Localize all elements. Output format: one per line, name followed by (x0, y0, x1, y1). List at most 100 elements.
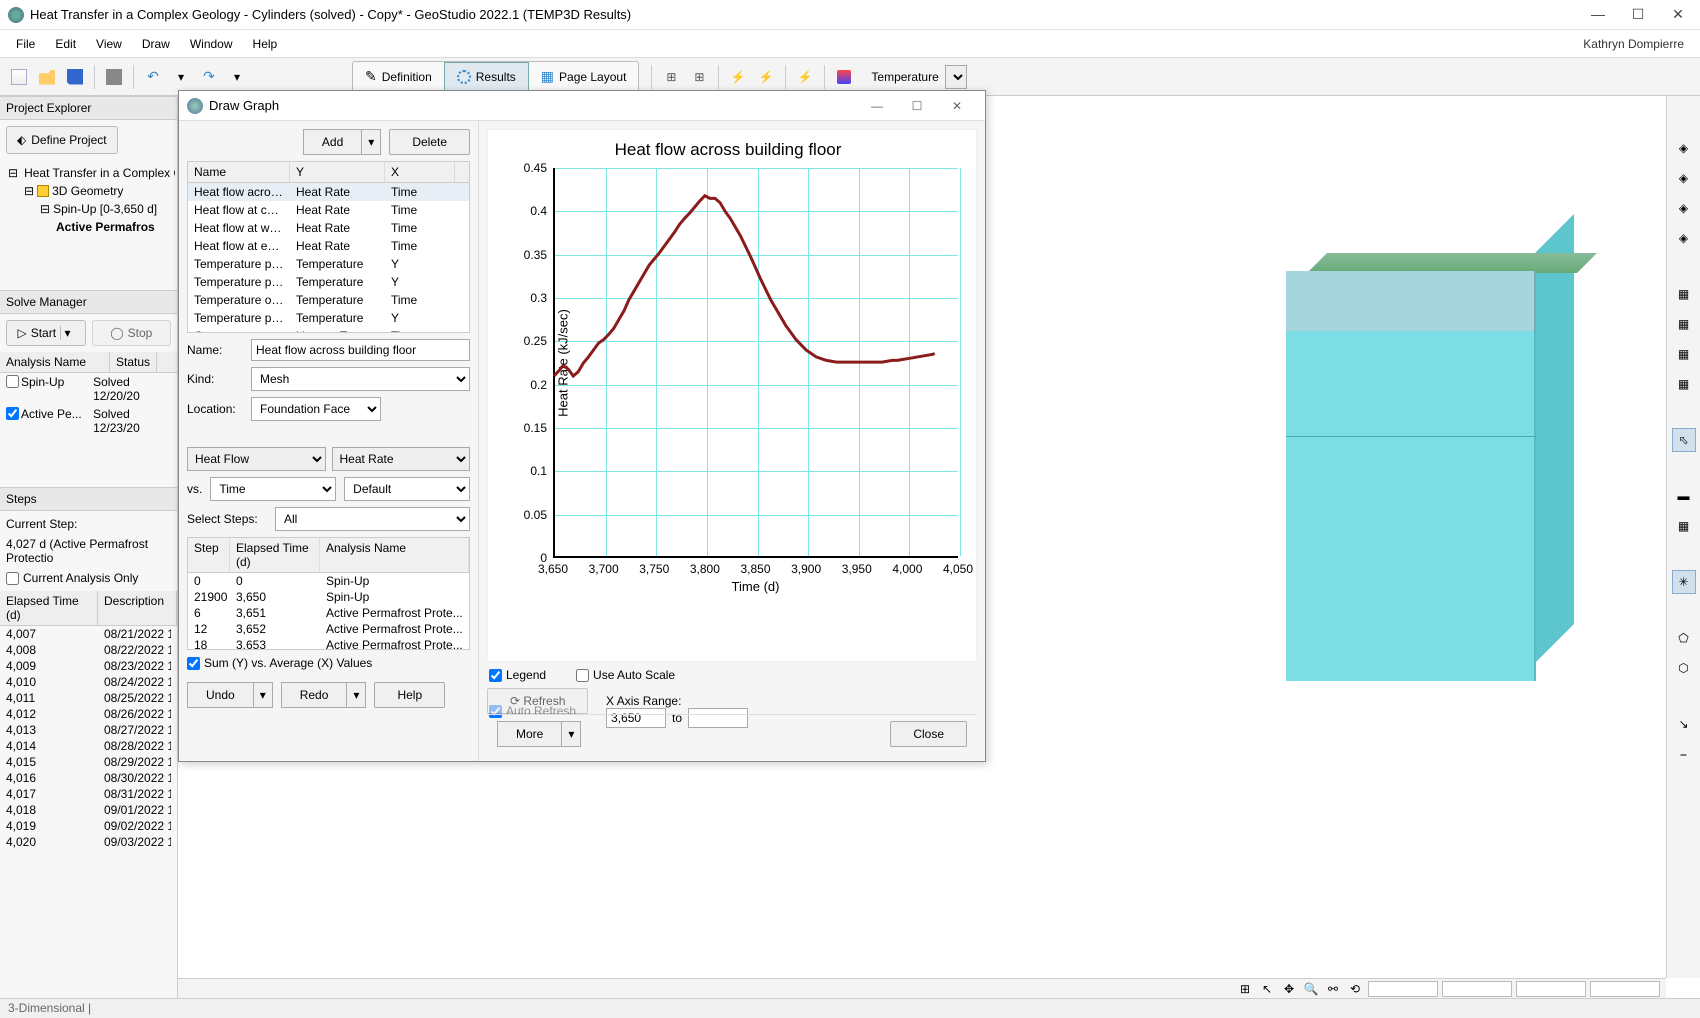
solve-button-1[interactable] (725, 64, 751, 90)
x-variable-select[interactable]: Time (210, 477, 336, 501)
link-icon[interactable]: ⚯ (1324, 981, 1342, 997)
step-row[interactable]: 4,01308/27/2022 12 (0, 722, 177, 738)
maximize-button[interactable]: ☐ (1628, 6, 1648, 23)
step-row[interactable]: 4,01608/30/2022 12 (0, 770, 177, 786)
misc-tool-1[interactable]: ↘ (1672, 712, 1696, 736)
help-button[interactable]: Help (374, 682, 445, 708)
step-table-row[interactable]: 219003,650Spin-Up (188, 589, 469, 605)
minimize-button[interactable]: — (1588, 6, 1608, 23)
tree-root[interactable]: ⊟ Heat Transfer in a Complex G (2, 164, 175, 182)
tree-spinup[interactable]: ⊟ Spin-Up [0-3,650 d] (2, 200, 175, 218)
dialog-close[interactable]: ✕ (937, 99, 977, 113)
menu-window[interactable]: Window (180, 33, 243, 55)
graph-row[interactable]: Heat flow at west ...Heat RateTime (188, 219, 469, 237)
snap-tool[interactable]: ✳ (1672, 570, 1696, 594)
name-input[interactable] (251, 339, 470, 361)
location-select[interactable]: Foundation Face (251, 397, 381, 421)
layer-tool-2[interactable]: ▦ (1672, 514, 1696, 538)
sum-avg-checkbox[interactable]: Sum (Y) vs. Average (X) Values (187, 656, 470, 670)
graph-row[interactable]: Heat flow at east t...Heat RateTime (188, 237, 469, 255)
therm-button[interactable] (831, 64, 857, 90)
view-tool-2[interactable]: ◈ (1672, 166, 1696, 190)
redo-dlg-button[interactable]: Redo▾ (281, 682, 367, 708)
analysis-row[interactable]: Spin-UpSolved 12/20/20 (0, 373, 177, 405)
more-button[interactable]: More▾ (497, 721, 581, 747)
misc-tool-2[interactable]: ⎯ (1672, 742, 1696, 766)
menu-edit[interactable]: Edit (45, 33, 86, 55)
move-icon[interactable]: ✥ (1280, 981, 1298, 997)
close-button[interactable]: ✕ (1668, 6, 1688, 23)
start-button[interactable]: ▷ Start▾ (6, 320, 86, 346)
dialog-maximize[interactable]: ☐ (897, 99, 937, 113)
open-button[interactable] (34, 64, 60, 90)
redo-dropdown[interactable]: ▾ (224, 64, 250, 90)
kind-select[interactable]: Mesh (251, 367, 470, 391)
tree-active[interactable]: Active Permafros (2, 218, 175, 236)
current-analysis-only-checkbox[interactable]: Current Analysis Only (0, 571, 177, 591)
mode-page-layout[interactable]: Page Layout (529, 62, 639, 91)
mode-definition[interactable]: Definition (353, 62, 444, 91)
redo-button[interactable] (196, 64, 222, 90)
menu-draw[interactable]: Draw (132, 33, 180, 55)
save-button[interactable] (62, 64, 88, 90)
graph-row[interactable]: Convergence (Eac...Unconv Temp ...Time (188, 327, 469, 333)
undo-dlg-button[interactable]: Undo▾ (187, 682, 273, 708)
cube-tool-4[interactable]: ▦ (1672, 372, 1696, 396)
reset-icon[interactable]: ⟲ (1346, 981, 1364, 997)
graph-row[interactable]: Temperature over...TemperatureTime (188, 291, 469, 309)
pointer-icon[interactable]: ↖ (1258, 981, 1276, 997)
step-row[interactable]: 4,01408/28/2022 12 (0, 738, 177, 754)
dialog-minimize[interactable]: — (857, 99, 897, 113)
graphs-table[interactable]: NameYX Heat flow across b...Heat RateTim… (187, 161, 470, 333)
step-row[interactable]: 4,01508/29/2022 12 (0, 754, 177, 770)
zoom-icon[interactable]: 🔍 (1302, 981, 1320, 997)
y-category-select[interactable]: Heat Flow (187, 447, 326, 471)
graph-row[interactable]: Temperature profi...TemperatureY (188, 273, 469, 291)
grid-button-1[interactable] (658, 64, 684, 90)
menu-help[interactable]: Help (243, 33, 288, 55)
legend-checkbox[interactable]: Legend (489, 668, 546, 682)
step-row[interactable]: 4,00908/23/2022 12 (0, 658, 177, 674)
grid-icon[interactable]: ⊞ (1236, 981, 1254, 997)
steps-table[interactable]: StepElapsed Time (d)Analysis Name 00Spin… (187, 537, 470, 650)
graph-row[interactable]: Heat flow across b...Heat RateTime (188, 183, 469, 201)
step-row[interactable]: 4,01708/31/2022 12 (0, 786, 177, 802)
shape-tool-2[interactable]: ⬡ (1672, 656, 1696, 680)
step-row[interactable]: 4,00708/21/2022 12 (0, 626, 177, 642)
mode-results[interactable]: Results (444, 62, 529, 91)
define-project-button[interactable]: ⬖ Define Project (6, 126, 118, 154)
grid-button-2[interactable] (686, 64, 712, 90)
select-steps[interactable]: All (275, 507, 470, 531)
add-button[interactable]: Add▾ (303, 129, 381, 155)
select-tool[interactable]: ⬁ (1672, 428, 1696, 452)
step-table-row[interactable]: 00Spin-Up (188, 573, 469, 589)
step-row[interactable]: 4,00808/22/2022 12 (0, 642, 177, 658)
default-select[interactable]: Default (344, 477, 470, 501)
menu-file[interactable]: File (6, 33, 45, 55)
step-row[interactable]: 4,01108/25/2022 12 (0, 690, 177, 706)
stop-button[interactable]: ◯ Stop (92, 320, 172, 346)
step-row[interactable]: 4,01008/24/2022 12 (0, 674, 177, 690)
delete-button[interactable]: Delete (389, 129, 470, 155)
tree-geometry[interactable]: ⊟ 3D Geometry (2, 182, 175, 200)
temp-dropdown[interactable] (945, 65, 967, 89)
cube-tool-3[interactable]: ▦ (1672, 342, 1696, 366)
undo-button[interactable] (140, 64, 166, 90)
y-variable-select[interactable]: Heat Rate (332, 447, 471, 471)
view-tool-1[interactable]: ◈ (1672, 136, 1696, 160)
step-table-row[interactable]: 63,651Active Permafrost Prote... (188, 605, 469, 621)
refresh-button[interactable]: ⟳ Refresh (487, 688, 588, 714)
shape-tool-1[interactable]: ⬠ (1672, 626, 1696, 650)
step-row[interactable]: 4,01809/01/2022 12:00:00 AM (0, 802, 177, 818)
cube-tool-2[interactable]: ▦ (1672, 312, 1696, 336)
step-row[interactable]: 4,01909/02/2022 12:00:00 AM (0, 818, 177, 834)
view-tool-3[interactable]: ◈ (1672, 196, 1696, 220)
view-tool-4[interactable]: ◈ (1672, 226, 1696, 250)
graph-row[interactable]: Heat flow at centr...Heat RateTime (188, 201, 469, 219)
analysis-row[interactable]: Active Pe...Solved 12/23/20 (0, 405, 177, 437)
graph-row[interactable]: Temperature profi...TemperatureY (188, 309, 469, 327)
print-button[interactable] (101, 64, 127, 90)
step-table-row[interactable]: 183,653Active Permafrost Prote... (188, 637, 469, 650)
new-button[interactable] (6, 64, 32, 90)
step-row[interactable]: 4,02009/03/2022 12:00:00 AM (0, 834, 177, 850)
